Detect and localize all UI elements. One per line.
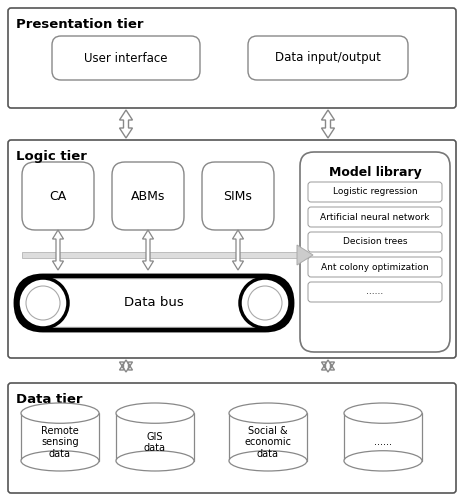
FancyBboxPatch shape <box>19 279 288 327</box>
Text: Social &
economic
data: Social & economic data <box>244 426 291 459</box>
Text: Artificial neural network: Artificial neural network <box>319 212 429 222</box>
Ellipse shape <box>116 403 194 423</box>
Text: Logic tier: Logic tier <box>16 150 87 163</box>
Text: SIMs: SIMs <box>223 190 252 202</box>
Bar <box>229 413 307 461</box>
Polygon shape <box>119 360 132 372</box>
Text: GIS
data: GIS data <box>144 432 166 453</box>
Text: Model library: Model library <box>328 166 420 179</box>
Text: ......: ...... <box>366 288 383 296</box>
FancyBboxPatch shape <box>8 140 455 358</box>
Text: Remote
sensing
data: Remote sensing data <box>41 426 79 459</box>
Ellipse shape <box>229 450 307 471</box>
Ellipse shape <box>21 403 99 423</box>
Text: ABMs: ABMs <box>131 190 165 202</box>
Polygon shape <box>321 110 334 138</box>
FancyBboxPatch shape <box>247 36 407 80</box>
Circle shape <box>26 286 60 320</box>
Bar <box>22 252 296 258</box>
Text: Data bus: Data bus <box>124 296 183 310</box>
Text: ......: ...... <box>373 438 391 448</box>
FancyBboxPatch shape <box>52 36 200 80</box>
Circle shape <box>18 278 68 328</box>
FancyBboxPatch shape <box>307 257 441 277</box>
FancyBboxPatch shape <box>16 276 291 330</box>
Text: Logistic regression: Logistic regression <box>332 188 416 196</box>
Ellipse shape <box>343 450 421 471</box>
Text: Presentation tier: Presentation tier <box>16 18 143 31</box>
Text: Data tier: Data tier <box>16 393 82 406</box>
Text: Data input/output: Data input/output <box>275 52 380 64</box>
FancyBboxPatch shape <box>307 232 441 252</box>
FancyBboxPatch shape <box>307 207 441 227</box>
Bar <box>21 413 99 461</box>
Ellipse shape <box>229 403 307 423</box>
Text: Decision trees: Decision trees <box>342 238 407 246</box>
FancyBboxPatch shape <box>201 162 274 230</box>
Ellipse shape <box>116 450 194 471</box>
Text: CA: CA <box>49 190 67 202</box>
Polygon shape <box>232 230 243 270</box>
Text: Ant colony optimization: Ant colony optimization <box>320 262 428 272</box>
Bar <box>343 413 421 461</box>
FancyBboxPatch shape <box>307 182 441 202</box>
Circle shape <box>247 286 282 320</box>
Bar <box>116 413 194 461</box>
Polygon shape <box>321 360 334 372</box>
FancyBboxPatch shape <box>112 162 184 230</box>
FancyBboxPatch shape <box>300 152 449 352</box>
Polygon shape <box>52 230 63 270</box>
Polygon shape <box>142 230 153 270</box>
FancyBboxPatch shape <box>22 162 94 230</box>
Polygon shape <box>119 110 132 138</box>
Ellipse shape <box>343 403 421 423</box>
Ellipse shape <box>21 450 99 471</box>
Text: User interface: User interface <box>84 52 168 64</box>
FancyBboxPatch shape <box>307 282 441 302</box>
FancyBboxPatch shape <box>8 383 455 493</box>
Circle shape <box>239 278 289 328</box>
Polygon shape <box>296 245 313 265</box>
FancyBboxPatch shape <box>8 8 455 108</box>
